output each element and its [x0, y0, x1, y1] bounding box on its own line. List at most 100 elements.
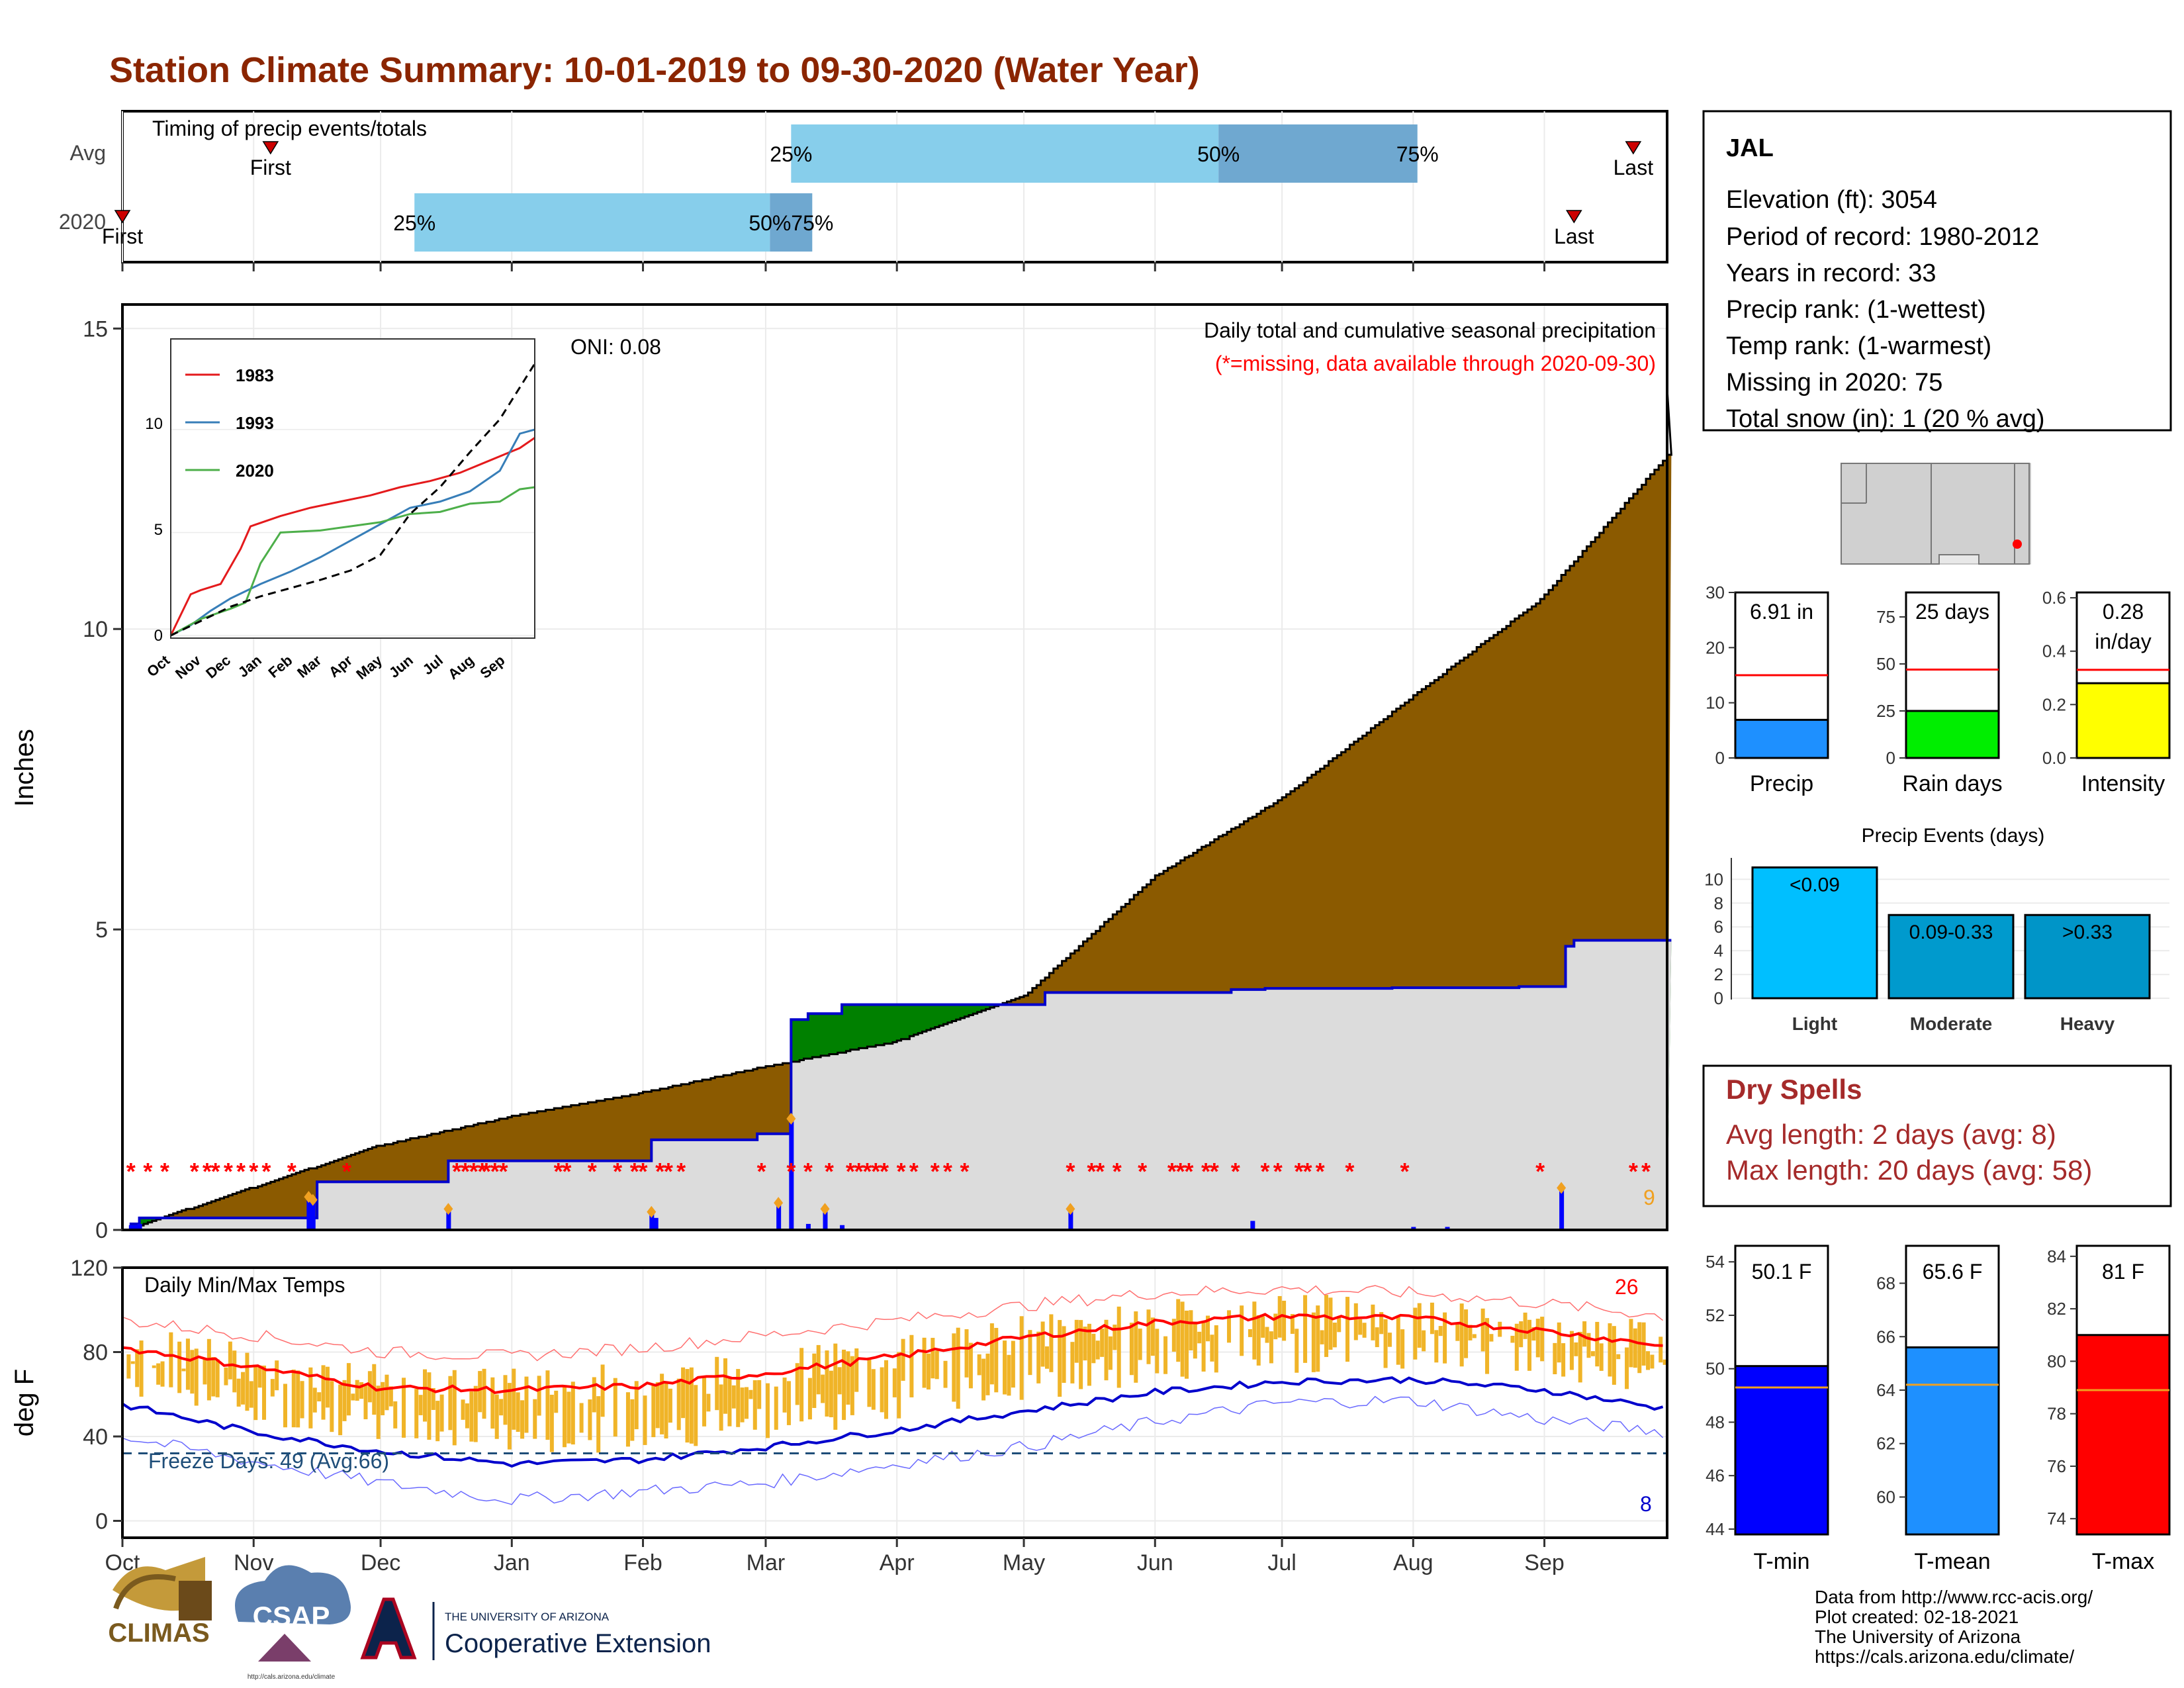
daily-temp-bar: [236, 1378, 241, 1407]
temp-summary-tick-label: 44: [1706, 1519, 1725, 1539]
daily-temp-bar: [871, 1369, 876, 1410]
missing-day-marker: *: [613, 1158, 622, 1185]
daily-temp-bar: [1180, 1301, 1185, 1377]
timing-2020-p75-label: 75%: [791, 211, 833, 235]
legend-label-2020: 2020: [236, 461, 274, 481]
missing-day-marker: *: [126, 1158, 136, 1185]
station-line-years: Years in record: 33: [1726, 259, 1936, 287]
inset-lines: [169, 363, 536, 637]
temp-summary-tick-label: 64: [1876, 1380, 1895, 1400]
daily-temp-bar: [338, 1384, 343, 1436]
daily-temp-bar: [177, 1341, 182, 1393]
events-bar-heavy: [2024, 914, 2151, 1000]
summary-bar-tick-label: 30: [1706, 583, 1725, 602]
missing-day-marker: *: [639, 1158, 648, 1185]
daily-temp-bar: [1595, 1321, 1600, 1367]
daily-temp-bar: [689, 1367, 694, 1444]
daily-temp-bar: [1535, 1319, 1540, 1358]
locator-map: [1841, 463, 2031, 565]
events-bars: <0.09 Light 0.09-0.33 Moderate >0.33 Heavy: [1751, 866, 2151, 1034]
cumulative-2020-line: [122, 939, 1672, 1231]
events-bar-label: Light: [1792, 1013, 1837, 1034]
temp-summary-tick-label: 66: [1876, 1327, 1895, 1346]
summary-bar-rain-days: 25 days Rain days 0 25 50 75: [1876, 591, 2003, 796]
daily-temp-bar: [727, 1376, 732, 1427]
daily-temp-bar: [1574, 1342, 1578, 1356]
daily-temp-bar: [850, 1356, 854, 1415]
precip-y-label: Inches: [10, 729, 39, 807]
temp-summary-tick-label: 52: [1706, 1305, 1725, 1325]
station-name: JAL: [1726, 134, 1774, 162]
summary-bar-tick-label: 0: [1886, 748, 1895, 768]
timing-2020-first_label: First: [102, 224, 143, 248]
daily-temp-bar: [1358, 1319, 1363, 1335]
daily-temp-bar: [363, 1384, 368, 1420]
daily-temp-bar: [206, 1338, 211, 1401]
timing-2020-p25-label: 25%: [393, 211, 435, 235]
daily-temp-bar: [1629, 1319, 1633, 1368]
temp-ytick-label: 0: [95, 1509, 108, 1534]
daily-temp-bar: [1417, 1303, 1422, 1348]
events-ytick-label: 10: [1704, 869, 1723, 889]
daily-temp-bar: [1116, 1306, 1121, 1388]
daily-precip-marker: [1066, 1203, 1075, 1215]
climas-wordmark: CLIMAS: [108, 1618, 209, 1648]
summary-bar-value-unit: in/day: [2095, 630, 2151, 653]
daily-temp-bar: [592, 1377, 596, 1413]
temp-frame: [121, 1266, 1668, 1539]
daily-temp-bar: [537, 1376, 541, 1416]
temp-summary-t-max: 81 F T-max 74 76 78 80 82 84: [2047, 1244, 2171, 1574]
daily-temp-bar: [655, 1382, 660, 1429]
missing-day-marker: *: [1261, 1158, 1270, 1185]
daily-temp-bar: [308, 1367, 313, 1429]
summary-bar-tick-label: 25: [1876, 701, 1895, 721]
timing-2020-last_label-marker: [1565, 210, 1582, 224]
missing-day-marker: *: [897, 1158, 906, 1185]
month-label: Apr: [880, 1550, 915, 1575]
daily-temp-bar: [1328, 1297, 1333, 1350]
daily-temp-bar: [190, 1350, 195, 1394]
daily-temp-bar: [765, 1383, 770, 1438]
daily-precip-bar: [310, 1199, 316, 1230]
daily-temp-bar: [232, 1350, 237, 1393]
csap-url: http://cals.arizona.edu/climate: [248, 1673, 336, 1681]
daily-temp-bar: [181, 1368, 186, 1372]
daily-temp-bar: [1586, 1333, 1591, 1358]
climas-logo: CLIMAS: [108, 1557, 212, 1648]
daily-temp-bar: [1062, 1326, 1066, 1383]
daily-temp-bar: [473, 1385, 478, 1442]
temp-summary-t-mean: 65.6 F T-mean 60 62 64 66 68: [1876, 1244, 2000, 1574]
station-info-box: JAL Elevation (ft): 3054 Period of recor…: [1702, 110, 2172, 433]
daily-temp-bar: [643, 1395, 647, 1445]
daily-temp-bar: [1383, 1319, 1388, 1368]
daily-temp-bar: [842, 1349, 846, 1421]
daily-temp-bar: [1091, 1333, 1096, 1364]
missing-day-marker: *: [862, 1158, 872, 1185]
missing-day-marker: *: [1095, 1158, 1105, 1185]
daily-temp-bar: [1146, 1309, 1151, 1364]
daily-temp-bar: [1625, 1347, 1629, 1389]
daily-temp-bar: [1582, 1321, 1587, 1347]
daily-temp-bar: [926, 1353, 931, 1390]
record-high-count: 26: [1615, 1275, 1639, 1299]
daily-temp-bar: [1226, 1310, 1231, 1343]
daily-temp-bar: [1514, 1323, 1519, 1371]
daily-precip-bar: [1445, 1227, 1450, 1230]
daily-temp-bar: [1480, 1308, 1485, 1352]
daily-temp-bar: [1311, 1312, 1316, 1372]
daily-temp-bar: [321, 1365, 326, 1420]
daily-temp-bar: [837, 1367, 842, 1395]
timing-2020-25-50-bar: [414, 193, 770, 252]
missing-day-marker: *: [854, 1158, 864, 1185]
credit-line-2: Plot created: 02-18-2021: [1815, 1607, 2019, 1627]
timing-avg-first_label-marker: [262, 141, 279, 155]
daily-temp-bar: [630, 1399, 635, 1441]
csap-wordmark: CSAP: [253, 1601, 330, 1632]
missing-day-marker: *: [676, 1158, 686, 1185]
daily-temp-bar: [579, 1403, 584, 1433]
climas-emblem-block: [179, 1581, 212, 1620]
precip-daily-bars: [128, 1113, 1567, 1230]
daily-temp-bar: [1150, 1317, 1155, 1356]
temp-ytick-label: 120: [70, 1256, 108, 1281]
daily-temp-bar: [160, 1361, 165, 1387]
